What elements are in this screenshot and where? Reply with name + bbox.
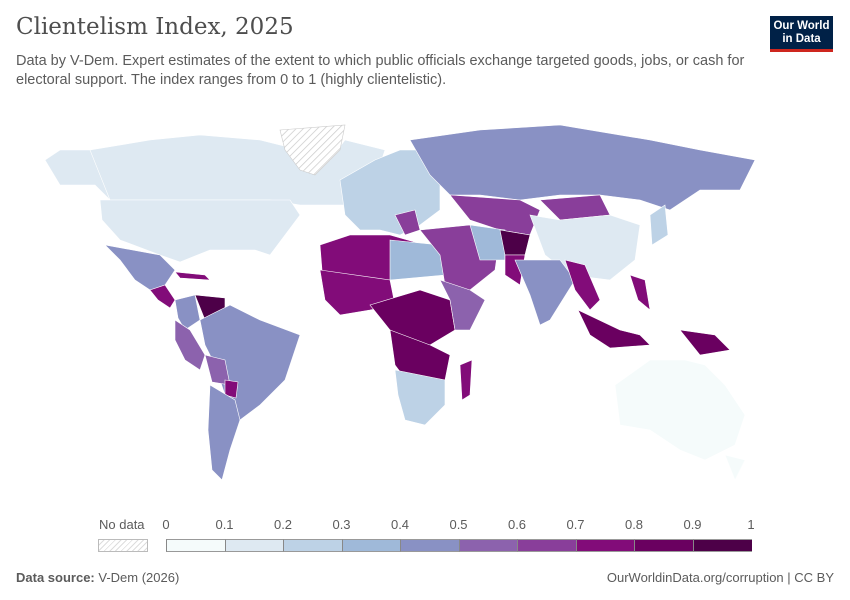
source-value: V-Dem (2026) bbox=[98, 570, 180, 585]
no-data-swatch bbox=[98, 539, 148, 552]
country-madagascar[interactable] bbox=[459, 359, 473, 401]
country-japan[interactable] bbox=[649, 204, 669, 246]
country-southern-africa[interactable] bbox=[394, 369, 446, 426]
legend-bin[interactable] bbox=[458, 539, 518, 552]
source-label: Data source: bbox=[16, 570, 95, 585]
country-greenland[interactable] bbox=[279, 124, 346, 176]
data-source: Data source: V-Dem (2026) bbox=[16, 570, 179, 585]
country-argentina[interactable] bbox=[207, 384, 241, 481]
legend-tick: 0.4 bbox=[390, 517, 410, 532]
legend-bin[interactable] bbox=[634, 539, 694, 552]
legend-tick: 0.7 bbox=[566, 517, 585, 532]
country-australia[interactable] bbox=[614, 359, 746, 461]
country-paraguay[interactable] bbox=[224, 379, 239, 399]
legend-tick: 0.2 bbox=[273, 517, 293, 532]
legend-bin[interactable] bbox=[400, 539, 460, 552]
country-cuba-haiti[interactable] bbox=[174, 271, 211, 281]
country-indonesia[interactable] bbox=[577, 309, 651, 349]
legend-tick: 0 bbox=[162, 517, 170, 532]
legend-tick: 1 bbox=[747, 517, 755, 532]
country-png[interactable] bbox=[679, 329, 731, 356]
legend-bin[interactable] bbox=[517, 539, 577, 552]
country-east-africa[interactable] bbox=[439, 279, 486, 331]
source-link[interactable]: OurWorldinData.org/corruption | CC BY bbox=[606, 570, 834, 585]
legend-tick: 0.6 bbox=[507, 517, 527, 532]
country-peru[interactable] bbox=[174, 319, 206, 371]
no-data-label: No data bbox=[99, 517, 145, 532]
owid-logo[interactable]: Our World in Data bbox=[770, 16, 833, 52]
legend-bin[interactable] bbox=[224, 539, 284, 552]
legend-bin[interactable] bbox=[575, 539, 635, 552]
world-map[interactable] bbox=[0, 110, 850, 510]
country-india[interactable] bbox=[514, 259, 576, 326]
country-new-zealand[interactable] bbox=[724, 454, 746, 481]
legend-bin[interactable] bbox=[166, 539, 226, 552]
country-colombia[interactable] bbox=[174, 294, 201, 331]
country-central-america[interactable] bbox=[149, 284, 176, 309]
legend-tick: 0.9 bbox=[683, 517, 702, 532]
legend-tick: 0.8 bbox=[624, 517, 644, 532]
country-se-asia[interactable] bbox=[564, 259, 601, 311]
legend-tick: 0.3 bbox=[332, 517, 351, 532]
legend-tick: 0.1 bbox=[215, 517, 234, 532]
legend-bin[interactable] bbox=[283, 539, 343, 552]
country-usa[interactable] bbox=[99, 199, 301, 263]
legend-bin[interactable] bbox=[692, 539, 752, 552]
country-russia[interactable] bbox=[409, 124, 756, 211]
country-philippines[interactable] bbox=[629, 274, 651, 311]
legend-tick: 0.5 bbox=[449, 517, 468, 532]
legend-bin[interactable] bbox=[341, 539, 401, 552]
chart-subtitle: Data by V-Dem. Expert estimates of the e… bbox=[16, 53, 745, 88]
chart-title: Clientelism Index, 2025 bbox=[16, 14, 294, 40]
